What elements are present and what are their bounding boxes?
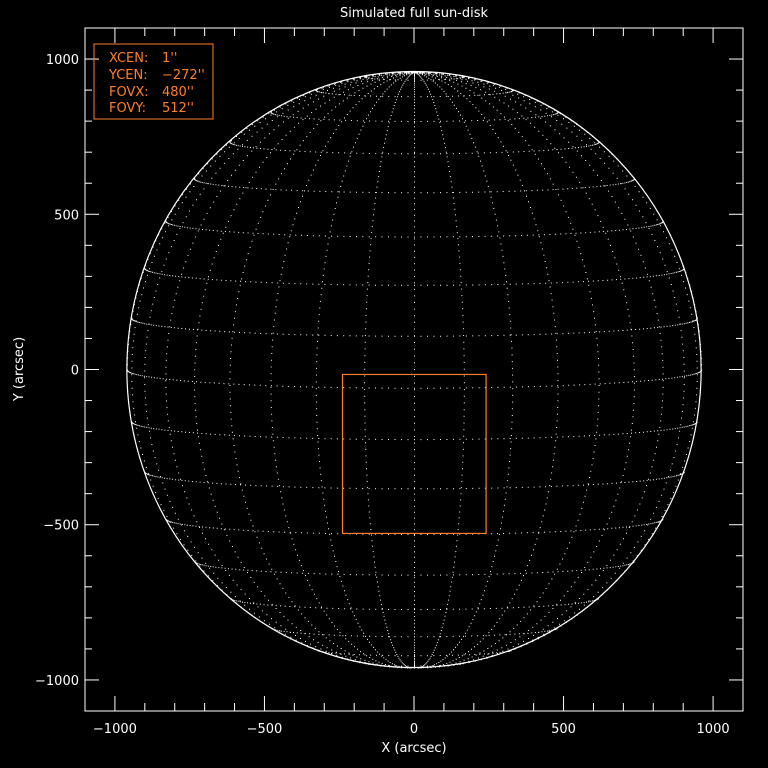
x-tick-label: 500 bbox=[551, 722, 576, 737]
y-tick-label: −1000 bbox=[35, 674, 79, 689]
legend: XCEN: 1'' YCEN: −272'' FOVX: 480'' FOVY:… bbox=[93, 43, 214, 120]
x-tick-label: 0 bbox=[410, 722, 418, 737]
legend-label-fovy: FOVY: bbox=[109, 101, 146, 116]
legend-label-xcen: XCEN: bbox=[109, 51, 148, 66]
grid-dots bbox=[126, 71, 703, 669]
chart-title: Simulated full sun-disk bbox=[340, 6, 489, 21]
legend-value-fovy: 512'' bbox=[162, 101, 194, 116]
legend-box bbox=[93, 43, 214, 120]
axis-ticks bbox=[84, 27, 744, 712]
y-axis-label: Y (arcsec) bbox=[12, 337, 27, 402]
legend-value-fovx: 480'' bbox=[162, 85, 194, 100]
legend-label-fovx: FOVX: bbox=[109, 85, 149, 100]
x-tick-label: −500 bbox=[247, 722, 283, 737]
x-tick-label: 1000 bbox=[697, 722, 730, 737]
legend-label-ycen: YCEN: bbox=[108, 68, 148, 83]
x-axis-label: X (arcsec) bbox=[381, 741, 446, 756]
heliographic-grid bbox=[126, 71, 703, 669]
y-tick-label: 1000 bbox=[46, 53, 79, 68]
axis-tick-labels: −1000 −500 0 500 1000 −1000 −500 0 500 1000 bbox=[35, 53, 730, 737]
solar-limb bbox=[126, 70, 702, 669]
y-tick-label: 500 bbox=[54, 208, 79, 223]
y-tick-label: 0 bbox=[71, 364, 79, 379]
x-tick-label: −1000 bbox=[93, 722, 137, 737]
y-tick-label: −500 bbox=[43, 519, 79, 534]
field-of-view-box bbox=[341, 373, 487, 535]
legend-value-ycen: −272'' bbox=[162, 68, 205, 83]
legend-value-xcen: 1'' bbox=[162, 51, 177, 66]
